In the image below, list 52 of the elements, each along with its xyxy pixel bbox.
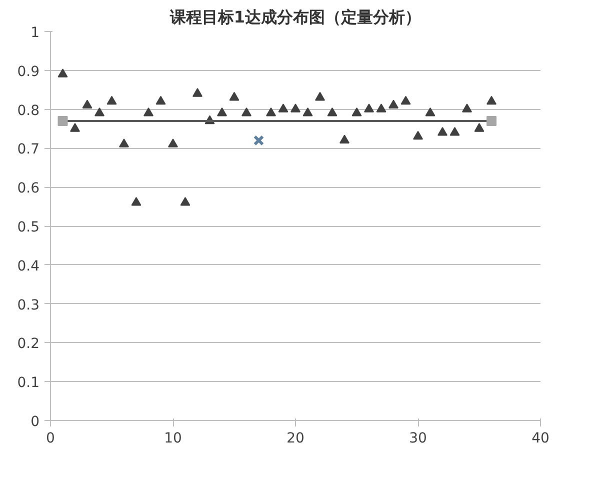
point bbox=[119, 138, 129, 148]
point bbox=[364, 104, 374, 112]
point bbox=[82, 100, 92, 109]
point bbox=[180, 196, 190, 206]
x-tick-label: 40 bbox=[532, 430, 550, 446]
point bbox=[315, 92, 325, 101]
point bbox=[94, 107, 104, 116]
point bbox=[474, 123, 484, 132]
point bbox=[462, 104, 472, 112]
point bbox=[388, 100, 398, 109]
point bbox=[290, 104, 300, 112]
y-tick-label: 0.6 bbox=[17, 180, 40, 197]
point bbox=[376, 104, 386, 112]
y-tick-label: 0.9 bbox=[17, 64, 40, 80]
y-tick-label: 0.8 bbox=[17, 102, 40, 119]
point bbox=[278, 104, 288, 112]
point bbox=[58, 68, 68, 78]
point bbox=[168, 138, 178, 148]
point bbox=[253, 135, 264, 146]
point bbox=[229, 92, 240, 101]
y-tick-label: 0.7 bbox=[17, 142, 40, 158]
x-tick-label: 20 bbox=[286, 430, 304, 446]
point bbox=[192, 88, 202, 97]
point bbox=[144, 107, 154, 116]
y-tick-label: 0.5 bbox=[17, 220, 40, 236]
point bbox=[438, 126, 448, 136]
point bbox=[131, 196, 142, 206]
point bbox=[217, 107, 227, 116]
point bbox=[352, 107, 362, 116]
point bbox=[70, 123, 80, 132]
y-tick-label: 1 bbox=[30, 25, 40, 41]
y-tick-label: 0.4 bbox=[17, 258, 40, 274]
point bbox=[242, 107, 252, 116]
point bbox=[486, 96, 496, 105]
point bbox=[340, 134, 350, 144]
y-tick-label: 0.1 bbox=[17, 375, 40, 392]
point bbox=[156, 96, 166, 105]
y-tick-label: 0 bbox=[30, 414, 40, 430]
y-tick-label: 0.3 bbox=[17, 297, 40, 314]
x-tick-label: 0 bbox=[46, 430, 55, 446]
point bbox=[327, 107, 338, 116]
point bbox=[266, 107, 276, 116]
point bbox=[106, 96, 117, 105]
point bbox=[450, 126, 460, 136]
point bbox=[302, 107, 313, 116]
point bbox=[425, 107, 436, 116]
point bbox=[400, 96, 411, 105]
point bbox=[413, 130, 423, 140]
x-tick-label: 30 bbox=[409, 430, 427, 446]
y-tick-label: 0.2 bbox=[17, 336, 40, 352]
x-tick-label: 10 bbox=[164, 430, 182, 446]
chart-title: 课程目标1达成分布图（定量分析） bbox=[168, 8, 422, 26]
